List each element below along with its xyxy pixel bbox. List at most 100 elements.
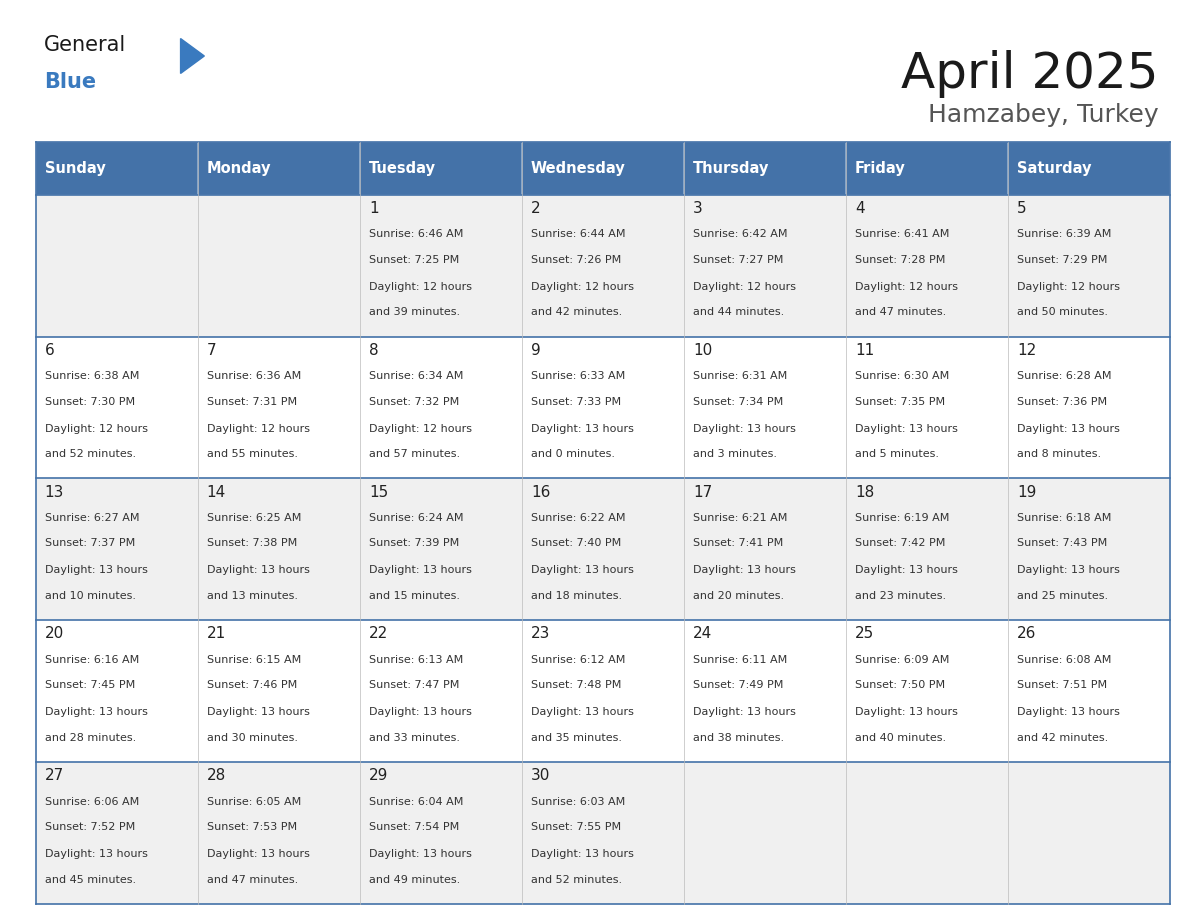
Text: Sunset: 7:43 PM: Sunset: 7:43 PM [1017, 539, 1107, 548]
Text: 4: 4 [855, 201, 865, 216]
Text: and 47 minutes.: and 47 minutes. [855, 308, 947, 318]
Text: 25: 25 [855, 626, 874, 642]
Text: and 3 minutes.: and 3 minutes. [693, 449, 777, 459]
Text: Daylight: 13 hours: Daylight: 13 hours [855, 565, 958, 576]
Text: and 40 minutes.: and 40 minutes. [855, 733, 946, 743]
Text: Daylight: 13 hours: Daylight: 13 hours [855, 423, 958, 433]
Text: and 33 minutes.: and 33 minutes. [368, 733, 460, 743]
Text: Sunrise: 6:42 AM: Sunrise: 6:42 AM [693, 229, 788, 239]
Text: Sunrise: 6:30 AM: Sunrise: 6:30 AM [855, 371, 949, 381]
Bar [197, 195, 360, 337]
Text: and 30 minutes.: and 30 minutes. [207, 733, 298, 743]
Bar [1009, 621, 1170, 762]
Text: 20: 20 [45, 626, 64, 642]
Text: Blue: Blue [44, 72, 96, 92]
Text: Thursday: Thursday [693, 161, 770, 176]
Text: Sunrise: 6:31 AM: Sunrise: 6:31 AM [693, 371, 788, 381]
Bar [197, 478, 360, 621]
Text: Daylight: 13 hours: Daylight: 13 hours [693, 565, 796, 576]
Bar [1009, 142, 1170, 195]
Text: and 57 minutes.: and 57 minutes. [368, 449, 460, 459]
Text: Sunset: 7:37 PM: Sunset: 7:37 PM [45, 539, 135, 548]
Text: Daylight: 13 hours: Daylight: 13 hours [531, 565, 634, 576]
Bar [684, 621, 846, 762]
Text: 21: 21 [207, 626, 226, 642]
Text: and 35 minutes.: and 35 minutes. [531, 733, 623, 743]
Text: and 25 minutes.: and 25 minutes. [1017, 591, 1108, 601]
Text: and 0 minutes.: and 0 minutes. [531, 449, 615, 459]
Text: Tuesday: Tuesday [368, 161, 436, 176]
Text: Sunset: 7:27 PM: Sunset: 7:27 PM [693, 254, 783, 264]
Text: Sunrise: 6:05 AM: Sunrise: 6:05 AM [207, 797, 301, 807]
Text: and 44 minutes.: and 44 minutes. [693, 308, 784, 318]
Text: 3: 3 [693, 201, 703, 216]
Text: 2: 2 [531, 201, 541, 216]
Text: Daylight: 12 hours: Daylight: 12 hours [45, 423, 147, 433]
Text: Friday: Friday [855, 161, 906, 176]
Text: Sunrise: 6:25 AM: Sunrise: 6:25 AM [207, 513, 302, 523]
Text: Monday: Monday [207, 161, 271, 176]
Bar [360, 478, 522, 621]
Text: and 15 minutes.: and 15 minutes. [368, 591, 460, 601]
Text: and 42 minutes.: and 42 minutes. [1017, 733, 1108, 743]
Bar [1009, 337, 1170, 478]
Text: Sunset: 7:50 PM: Sunset: 7:50 PM [855, 680, 946, 690]
Bar [197, 762, 360, 904]
Bar [36, 337, 197, 478]
Text: Sunset: 7:42 PM: Sunset: 7:42 PM [855, 539, 946, 548]
Text: April 2025: April 2025 [901, 50, 1158, 98]
Bar [36, 762, 197, 904]
Text: Sunrise: 6:38 AM: Sunrise: 6:38 AM [45, 371, 139, 381]
Text: Daylight: 12 hours: Daylight: 12 hours [207, 423, 310, 433]
Text: Sunrise: 6:06 AM: Sunrise: 6:06 AM [45, 797, 139, 807]
Text: 18: 18 [855, 485, 874, 499]
Text: 28: 28 [207, 768, 226, 783]
Text: 5: 5 [1017, 201, 1026, 216]
Bar [1009, 762, 1170, 904]
Text: Daylight: 13 hours: Daylight: 13 hours [1017, 565, 1120, 576]
Bar [360, 762, 522, 904]
Text: 12: 12 [1017, 342, 1036, 358]
Text: Sunset: 7:40 PM: Sunset: 7:40 PM [531, 539, 621, 548]
Text: Sunrise: 6:15 AM: Sunrise: 6:15 AM [207, 655, 301, 665]
Text: Sunset: 7:54 PM: Sunset: 7:54 PM [368, 823, 459, 833]
Text: Sunset: 7:35 PM: Sunset: 7:35 PM [855, 397, 946, 407]
Text: Daylight: 13 hours: Daylight: 13 hours [693, 708, 796, 717]
Bar [684, 478, 846, 621]
Text: Daylight: 13 hours: Daylight: 13 hours [1017, 423, 1120, 433]
Text: Daylight: 12 hours: Daylight: 12 hours [368, 282, 472, 292]
Text: Saturday: Saturday [1017, 161, 1092, 176]
Bar [360, 142, 522, 195]
Text: and 28 minutes.: and 28 minutes. [45, 733, 135, 743]
Text: Sunrise: 6:04 AM: Sunrise: 6:04 AM [368, 797, 463, 807]
Text: Sunset: 7:34 PM: Sunset: 7:34 PM [693, 397, 783, 407]
Text: Daylight: 13 hours: Daylight: 13 hours [45, 565, 147, 576]
Text: Daylight: 12 hours: Daylight: 12 hours [368, 423, 472, 433]
Bar [846, 762, 1009, 904]
Text: Sunset: 7:48 PM: Sunset: 7:48 PM [531, 680, 621, 690]
Text: 8: 8 [368, 342, 379, 358]
Text: Daylight: 13 hours: Daylight: 13 hours [207, 565, 310, 576]
Text: 6: 6 [45, 342, 55, 358]
Text: 15: 15 [368, 485, 388, 499]
Text: 11: 11 [855, 342, 874, 358]
Text: 29: 29 [368, 768, 388, 783]
Text: Sunset: 7:30 PM: Sunset: 7:30 PM [45, 397, 135, 407]
Text: Daylight: 13 hours: Daylight: 13 hours [45, 849, 147, 859]
Bar [846, 337, 1009, 478]
Text: 23: 23 [531, 626, 550, 642]
Bar [360, 195, 522, 337]
Text: Daylight: 12 hours: Daylight: 12 hours [531, 282, 634, 292]
Bar [684, 337, 846, 478]
Text: 7: 7 [207, 342, 216, 358]
Text: Sunset: 7:41 PM: Sunset: 7:41 PM [693, 539, 783, 548]
Text: Daylight: 13 hours: Daylight: 13 hours [368, 565, 472, 576]
Text: Daylight: 13 hours: Daylight: 13 hours [368, 708, 472, 717]
Text: Sunset: 7:55 PM: Sunset: 7:55 PM [531, 823, 621, 833]
Text: Sunset: 7:49 PM: Sunset: 7:49 PM [693, 680, 783, 690]
Text: Sunrise: 6:46 AM: Sunrise: 6:46 AM [368, 229, 463, 239]
Text: Sunrise: 6:39 AM: Sunrise: 6:39 AM [1017, 229, 1112, 239]
Bar [1009, 478, 1170, 621]
Bar [684, 762, 846, 904]
Text: Daylight: 13 hours: Daylight: 13 hours [368, 849, 472, 859]
